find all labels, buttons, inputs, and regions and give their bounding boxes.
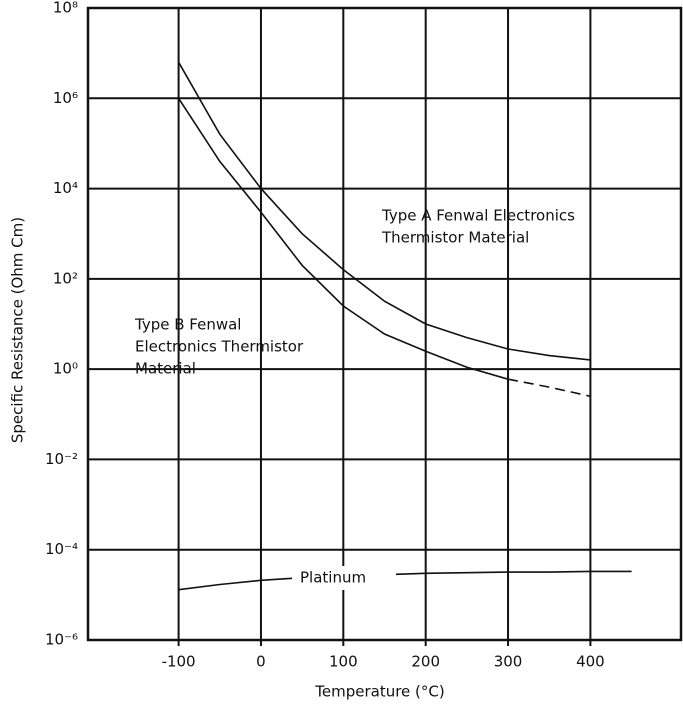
y-tick-label: 10⁴ xyxy=(53,179,78,197)
annotation-text: Type A Fenwal Electronics xyxy=(381,207,575,225)
series-line xyxy=(507,378,591,398)
y-tick-label: 10⁸ xyxy=(53,0,78,17)
y-axis-label: Specific Resistance (Ohm Cm) xyxy=(9,217,27,443)
x-tick-label: 200 xyxy=(411,653,440,671)
y-tick-label: 10⁻² xyxy=(45,450,78,468)
annotation-text: Platinum xyxy=(300,569,366,587)
x-tick-label: -100 xyxy=(162,653,196,671)
annotation: Type B Fenwal Electronics Thermistor Mater… xyxy=(134,316,304,378)
y-tick-label: 10⁻⁴ xyxy=(45,540,78,558)
annotation: Type A Fenwal Electronics Thermistor Mate… xyxy=(381,207,575,247)
annotation-text: Material xyxy=(135,360,196,378)
series-line xyxy=(178,570,632,591)
series-line xyxy=(177,97,509,380)
series-line xyxy=(177,61,591,361)
x-tick-label: 0 xyxy=(256,653,266,671)
y-tick-label: 10² xyxy=(53,269,78,287)
annotation: Platinum xyxy=(292,566,396,590)
x-axis-label: Temperature (°C) xyxy=(314,683,444,701)
x-tick-label: 100 xyxy=(329,653,358,671)
plot-frame xyxy=(86,6,683,642)
y-tick-label: 10⁻⁶ xyxy=(45,631,78,649)
x-tick-label: 400 xyxy=(576,653,605,671)
annotation-text: Electronics Thermistor xyxy=(135,338,304,356)
annotation-text: Thermistor Material xyxy=(381,229,529,247)
x-tick-label: 300 xyxy=(494,653,523,671)
annotation-bg xyxy=(292,566,396,590)
y-tick-label: 10⁰ xyxy=(53,360,78,378)
y-tick-label: 10⁶ xyxy=(53,89,78,107)
annotation-text: Type B Fenwal xyxy=(134,316,241,334)
